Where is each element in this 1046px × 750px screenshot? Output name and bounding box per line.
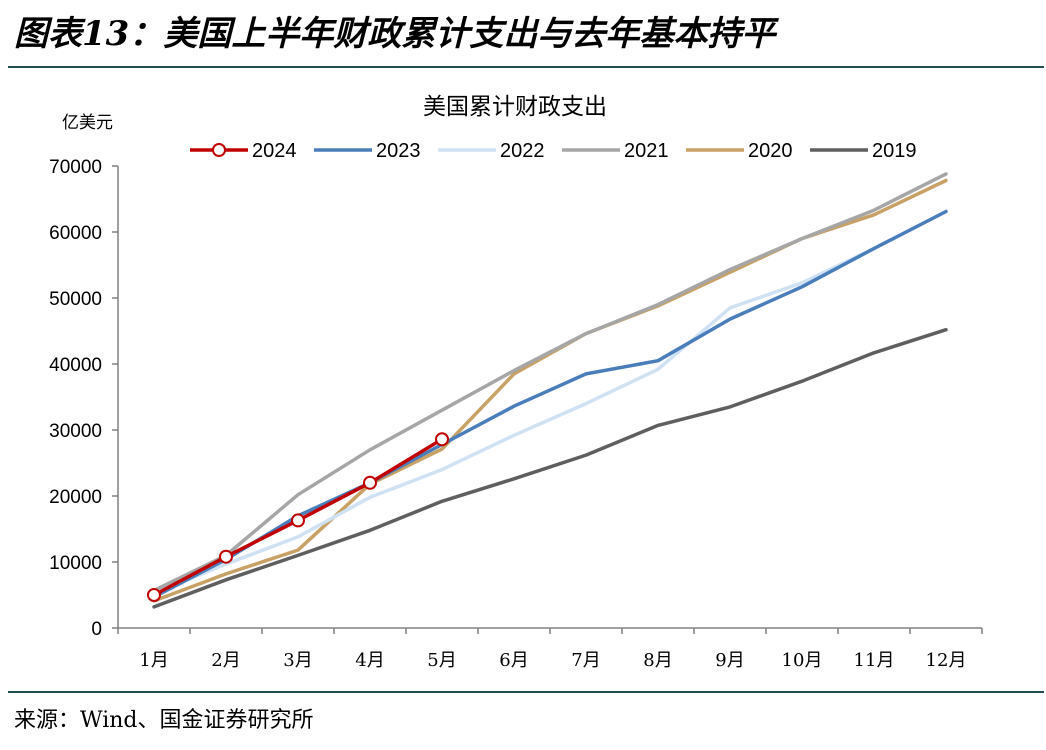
series-group (147, 172, 948, 609)
source-note: 来源：Wind、国金证券研究所 (14, 708, 314, 733)
series-line-2019 (152, 327, 948, 609)
x-tick-label: 11月 (854, 650, 895, 671)
y-tick-label: 40000 (49, 355, 102, 376)
data-point-2024 (219, 549, 233, 564)
legend-label-2022: 2022 (500, 140, 545, 162)
y-tick-label: 20000 (49, 487, 102, 508)
series-line-2022 (152, 209, 948, 596)
line-chart: 美国累计财政支出 亿美元 2024 2023 2022 2021 2020 2019 0 1… (49, 94, 983, 671)
x-tick-label: 7月 (571, 650, 600, 671)
legend-label-2024: 2024 (252, 140, 297, 162)
data-point-2024 (363, 475, 377, 490)
data-point-2024 (435, 432, 449, 447)
legend-label-2020: 2020 (748, 140, 793, 162)
x-tick-label: 1月 (139, 650, 168, 671)
x-tick-label: 9月 (715, 650, 744, 671)
y-tick-label: 30000 (49, 421, 102, 442)
x-tick-label: 3月 (283, 650, 312, 671)
legend-marker-2024 (212, 143, 226, 157)
x-tick-label: 4月 (355, 650, 384, 671)
y-tick-label: 10000 (49, 553, 102, 574)
top-divider (8, 66, 1044, 68)
y-tick-label: 70000 (49, 157, 102, 178)
legend-label-2023: 2023 (376, 140, 421, 162)
bottom-divider (8, 691, 1044, 693)
y-tick-label: 50000 (49, 289, 102, 310)
data-point-2024 (147, 588, 161, 602)
y-tick-label: 0 (91, 619, 102, 640)
series-line-2021 (152, 172, 948, 593)
legend-label-2021: 2021 (624, 140, 669, 162)
axes: 0 10000 20000 30000 40000 50000 60000 70000 1月 2月… (49, 157, 983, 671)
x-tick-label: 10月 (782, 650, 823, 671)
x-tick-label: 5月 (427, 650, 456, 671)
x-tick-label: 2月 (211, 650, 240, 671)
y-tick-label: 60000 (49, 223, 102, 244)
y-axis-unit-label: 亿美元 (62, 113, 113, 133)
x-tick-label: 6月 (499, 650, 528, 671)
x-tick-label: 12月 (926, 650, 967, 671)
data-point-2024 (291, 513, 305, 528)
legend: 2024 2023 2022 2021 2020 2019 (190, 140, 917, 162)
legend-label-2019: 2019 (872, 140, 917, 162)
x-tick-label: 8月 (643, 650, 672, 671)
series-line-2023 (152, 209, 948, 599)
chart-title: 美国累计财政支出 (423, 94, 607, 120)
figure-title: 图表13：美国上半年财政累计支出与去年基本持平 (14, 14, 776, 54)
